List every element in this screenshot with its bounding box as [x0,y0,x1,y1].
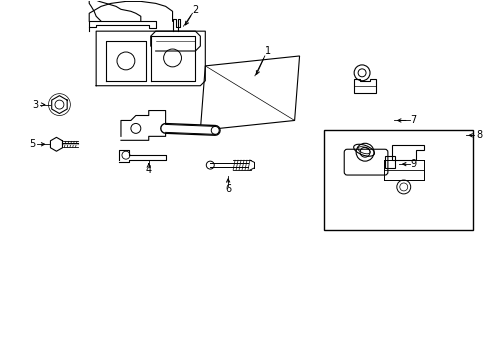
Text: 8: 8 [475,130,481,140]
Text: 1: 1 [264,46,270,56]
Text: 9: 9 [410,159,416,169]
Text: 5: 5 [29,139,36,149]
Text: 4: 4 [145,165,151,175]
Text: 7: 7 [410,116,416,126]
Text: 6: 6 [224,184,231,194]
Text: 3: 3 [33,100,39,109]
Text: 2: 2 [192,5,198,15]
